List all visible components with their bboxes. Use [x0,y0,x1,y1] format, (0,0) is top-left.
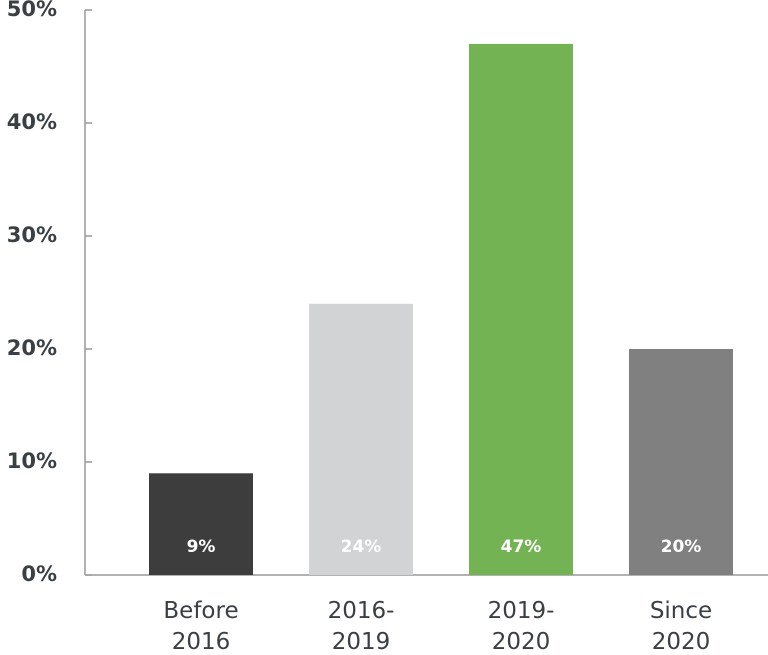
x-tick-label: Since 2020 [649,598,713,655]
y-tick-label: 0% [21,562,57,586]
x-tick-label: 2016-2019 [327,598,395,655]
y-tick-label: 40% [7,110,57,134]
x-tick-label: Before 2016 [163,598,239,655]
bar [629,349,733,575]
bar [309,303,413,575]
y-tick-label: 10% [7,449,57,473]
y-tick-label: 50% [7,0,57,21]
value-label: 9% [187,537,216,557]
y-tick-label: 20% [7,336,57,360]
value-label: 24% [341,537,382,557]
value-label: 47% [501,537,542,557]
bar [149,473,253,575]
x-tick-label: 2019-2020 [487,598,555,655]
y-tick-label: 30% [7,223,57,247]
bar [469,43,573,575]
value-label: 20% [661,537,702,557]
